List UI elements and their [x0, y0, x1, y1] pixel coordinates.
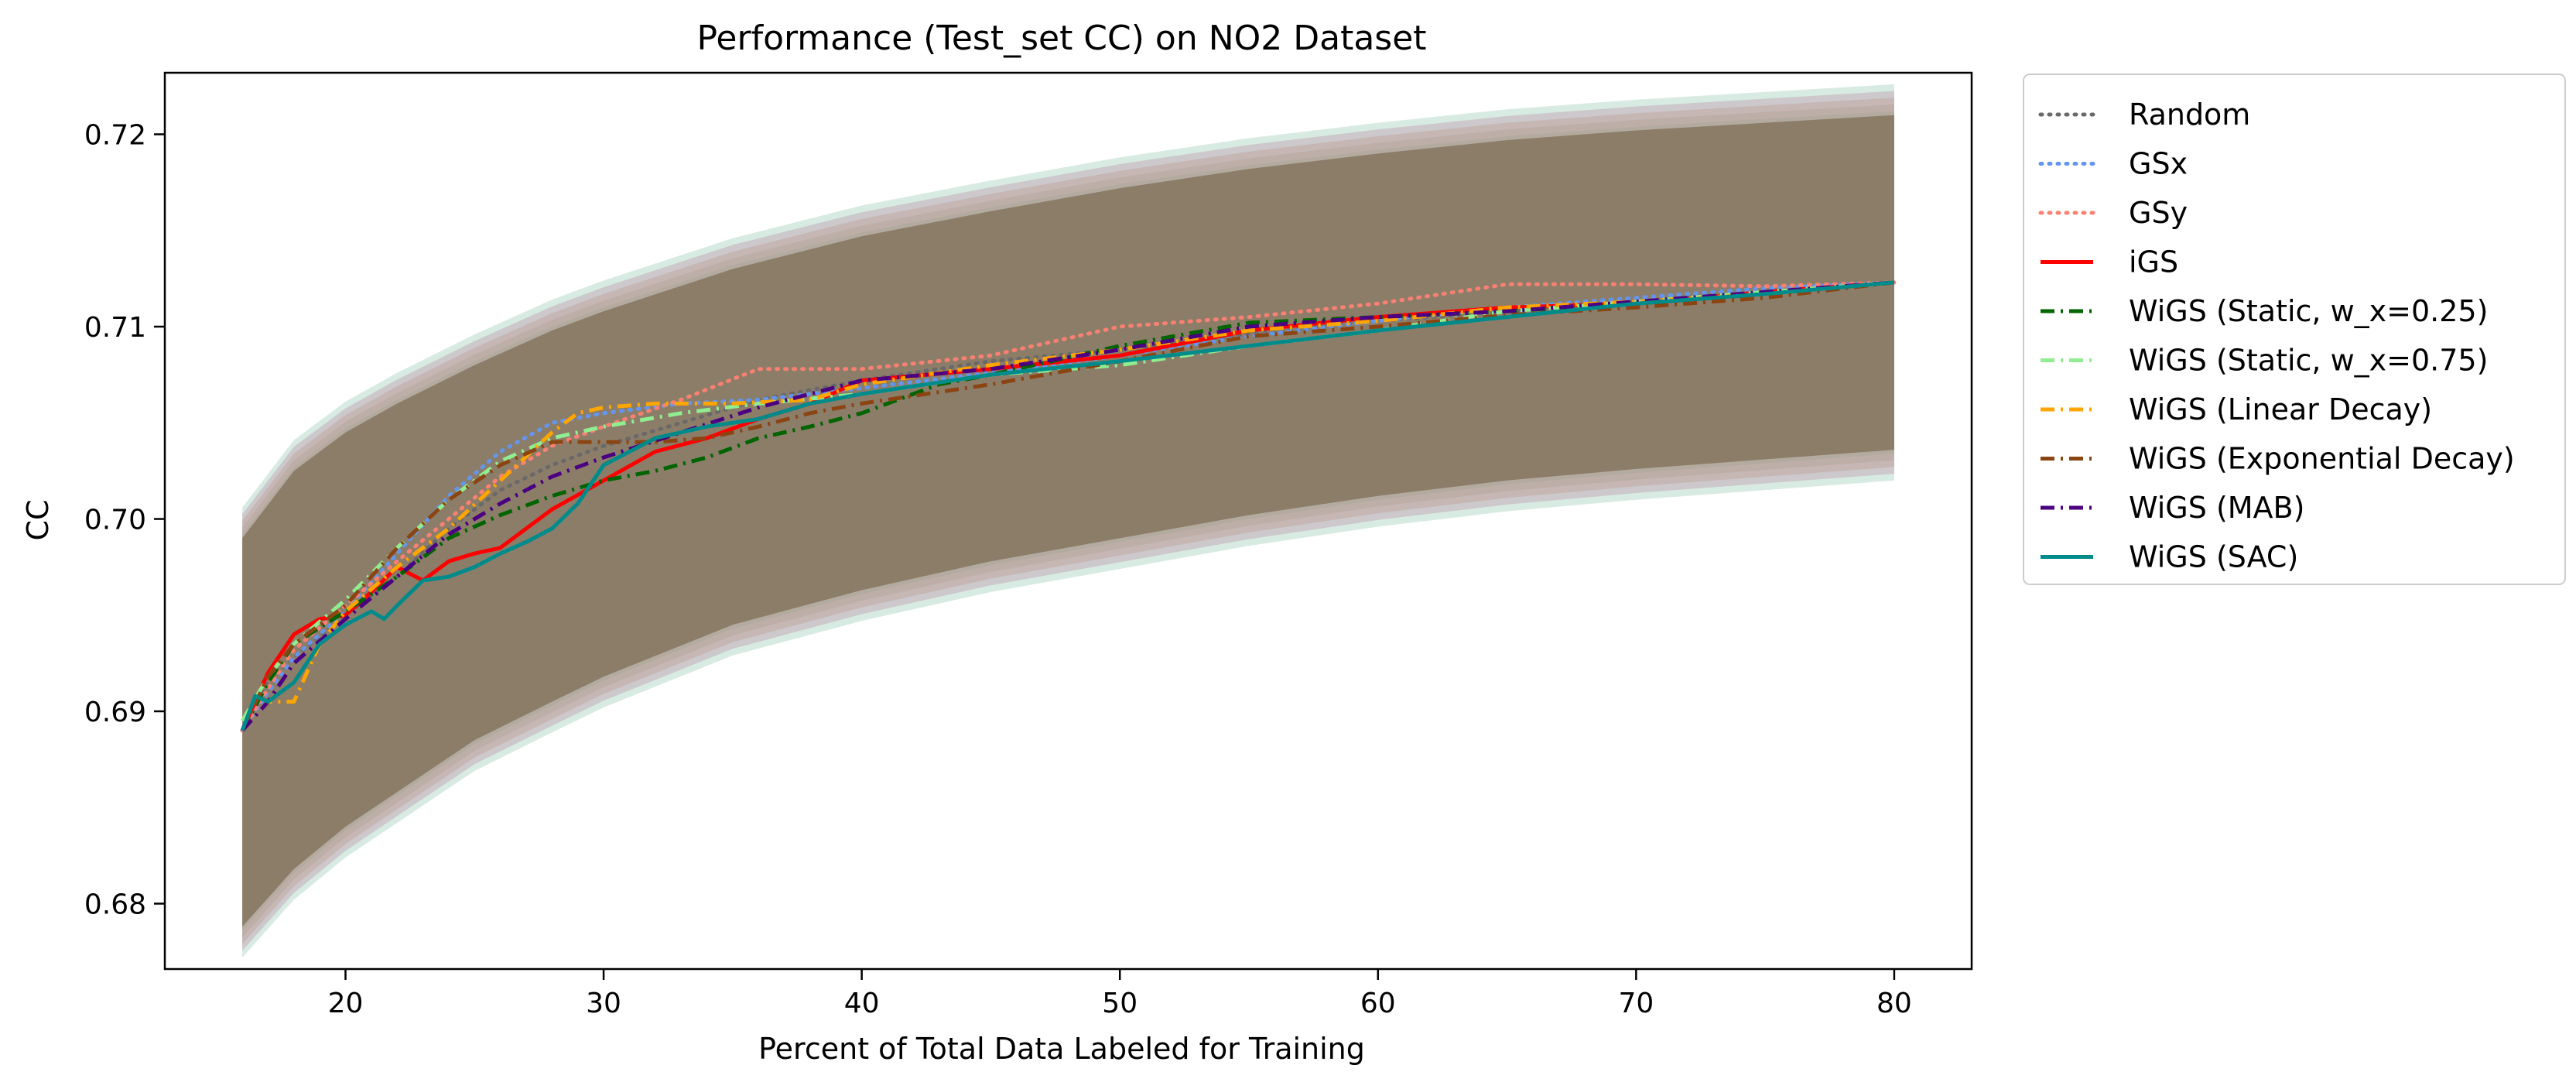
chart-title: Performance (Test_set CC) on NO2 Dataset	[696, 19, 1426, 58]
axes-frame	[163, 71, 1973, 971]
series-line	[241, 280, 1895, 732]
legend-entry: Random	[2129, 98, 2250, 132]
legend-entry: iGS	[2129, 245, 2178, 279]
legend-entry: WiGS (Static, w_x=0.25)	[2129, 294, 2488, 328]
legend-entry: WiGS (Exponential Decay)	[2129, 442, 2515, 476]
y-tick-label: 0.69	[84, 697, 146, 728]
series-line	[240, 280, 1897, 733]
series-lines	[240, 280, 1897, 733]
series-band	[242, 91, 1894, 951]
series-line	[240, 280, 1895, 722]
series-band	[242, 84, 1894, 958]
series-line	[240, 280, 1895, 731]
y-tick-label: 0.70	[84, 505, 146, 536]
y-tick-label: 0.68	[84, 889, 146, 921]
legend-entry: WiGS (Static, w_x=0.75)	[2129, 344, 2488, 378]
x-tick-label: 70	[1618, 988, 1654, 1019]
series-line	[240, 280, 1895, 731]
legend-entry: WiGS (SAC)	[2129, 540, 2298, 574]
y-tick-label: 0.71	[84, 312, 146, 344]
x-tick-label: 60	[1360, 988, 1396, 1019]
legend-box	[2023, 74, 2566, 585]
confidence-bands	[242, 84, 1894, 958]
y-axis-ticks: 0.68 0.69 0.70 0.71 0.72	[84, 120, 165, 921]
x-axis-label: Percent of Total Data Labeled for Traini…	[758, 1032, 1365, 1066]
series-band	[242, 111, 1894, 931]
legend-entry: WiGS (Linear Decay)	[2129, 392, 2432, 426]
series-band	[242, 84, 1894, 958]
series-band	[242, 111, 1894, 931]
y-tick-label: 0.72	[84, 120, 146, 152]
legend-entry: GSx	[2129, 147, 2188, 181]
legend-entry: WiGS (MAB)	[2129, 491, 2304, 525]
x-tick-label: 50	[1102, 988, 1137, 1019]
x-tick-label: 30	[586, 988, 621, 1019]
x-tick-label: 80	[1876, 988, 1912, 1019]
x-tick-label: 20	[328, 988, 364, 1019]
x-axis-ticks: 20 30 40 50 60 70 80	[328, 969, 1912, 1019]
x-tick-label: 40	[844, 988, 880, 1019]
y-axis-label: CC	[21, 499, 55, 540]
legend: Random GSx GSy iGS WiGS (Static, w_x=0.25) Wi…	[2023, 74, 2566, 585]
legend-entry: GSy	[2129, 196, 2188, 230]
series-band	[242, 91, 1894, 951]
